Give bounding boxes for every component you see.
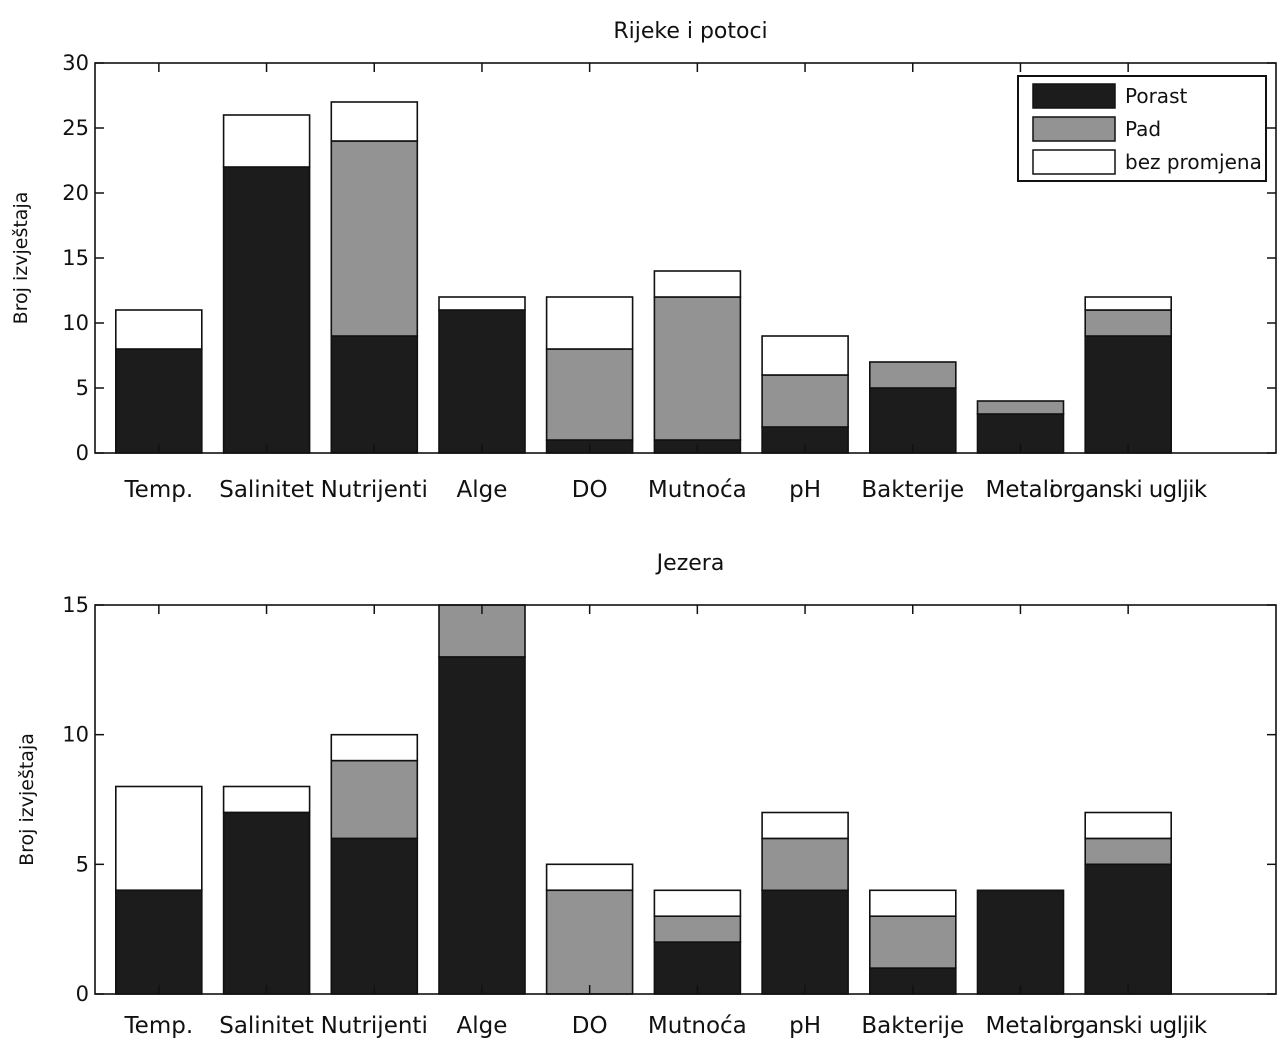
bar-2-2-bez-promjena <box>222 785 311 814</box>
y-tick-label: 0 <box>76 441 89 465</box>
x-tick-label: Metali <box>986 1013 1056 1039</box>
x-tick-label: Bakterije <box>861 477 964 503</box>
y-tick-label: 25 <box>62 116 89 140</box>
x-tick-label: pH <box>789 1013 821 1039</box>
x-tick-label: Temp. <box>124 1013 194 1039</box>
y-tick-label: 30 <box>62 51 89 75</box>
x-tick-label: Mutnoća <box>648 477 747 503</box>
x-tick-label: Salinitet <box>219 477 314 503</box>
x-tick-label: DO <box>572 1013 608 1039</box>
x-tick-label: Nutrijenti <box>321 477 428 503</box>
bar-1-9-pad <box>976 400 1065 415</box>
y-tick-label: 5 <box>76 852 89 876</box>
chart-panel-1: Rijeke i potoci Broj izvještaja 0 5 10 15 20 25… <box>10 19 1277 503</box>
bar-1-10-porast <box>1084 335 1172 454</box>
x-tick-label: Alge <box>457 1013 508 1039</box>
bar-2-6-bez-promjena <box>653 889 742 917</box>
legend-swatch-pad <box>1032 116 1116 142</box>
y-tick-label: 0 <box>76 982 89 1006</box>
chart-title: Jezera <box>655 551 725 576</box>
bar-1-10-pad <box>1084 309 1172 337</box>
x-tick-label: Temp. <box>124 477 194 503</box>
bar-1-6-pad <box>653 296 742 441</box>
bar-1-6-bez-promjena <box>653 270 742 298</box>
y-axis-label: Broj izvještaja <box>16 733 38 866</box>
x-tick-label: Nutrijenti <box>321 1013 428 1039</box>
bar-2-10-bez-promjena <box>1084 811 1172 840</box>
bar-2-10-pad <box>1084 837 1172 866</box>
x-tick-label: Bakterije <box>861 1013 964 1039</box>
bar-1-2-bez-promjena <box>222 114 311 168</box>
x-tick-label: DO <box>572 477 608 503</box>
bar-1-5-pad <box>545 348 634 441</box>
bar-2-4-porast <box>438 656 526 995</box>
y-tick-label: 5 <box>76 376 89 400</box>
x-tick-label: Metali <box>986 477 1056 503</box>
bar-2-2-porast <box>222 811 311 995</box>
bar-2-5-bez-promjena <box>545 863 634 891</box>
bar-2-8-pad <box>868 915 957 969</box>
chart-panel-2: Jezera Broj izvještaja 0 5 10 15 Temp. Salinite… <box>16 551 1277 1039</box>
legend-label: Porast <box>1125 84 1187 108</box>
bar-1-2-porast <box>222 166 311 454</box>
y-tick-label: 20 <box>62 181 89 205</box>
legend-swatch-bez-promjena <box>1032 149 1116 175</box>
bar-1-3-pad <box>330 140 419 337</box>
bar-2-9-porast <box>976 889 1065 995</box>
bar-1-5-bez-promjena <box>545 296 634 350</box>
bar-2-1-bez-promjena <box>115 785 203 891</box>
bar-1-8-pad <box>868 361 957 389</box>
bar-1-7-bez-promjena <box>761 335 849 376</box>
bar-2-3-bez-promjena <box>330 733 419 762</box>
x-tick-label: Salinitet <box>219 1013 314 1039</box>
x-tick-label: organski ugljik <box>1049 477 1208 503</box>
bar-2-7-pad <box>761 837 849 892</box>
bar-2-10-porast <box>1084 863 1172 995</box>
bar-2-1-porast <box>115 889 203 995</box>
bar-1-4-bez-promjena <box>438 296 526 311</box>
x-tick-label: pH <box>789 477 821 503</box>
legend-label: bez promjena <box>1125 150 1262 174</box>
bar-1-3-porast <box>330 335 419 454</box>
y-tick-label: 10 <box>62 311 89 335</box>
bar-1-4-porast <box>438 309 526 454</box>
bar-1-8-porast <box>868 387 957 454</box>
bar-2-6-pad <box>653 915 742 943</box>
bar-1-1-porast <box>115 348 203 454</box>
plot-frame <box>94 604 1277 995</box>
bar-2-8-bez-promjena <box>868 889 957 917</box>
y-tick-label: 15 <box>62 246 89 270</box>
bar-2-5-pad <box>545 889 634 995</box>
x-tick-label: organski ugljik <box>1049 1013 1208 1039</box>
legend: Porast Pad bez promjena <box>1017 75 1267 182</box>
bar-2-3-porast <box>330 837 419 995</box>
y-tick-label: 10 <box>62 723 89 747</box>
bar-1-1-bez-promjena <box>115 309 203 350</box>
y-axis-label: Broj izvještaja <box>10 192 32 325</box>
bar-1-3-bez-promjena <box>330 101 419 142</box>
legend-swatch-porast <box>1032 83 1116 109</box>
bar-2-3-pad <box>330 759 419 840</box>
bar-2-7-porast <box>761 889 849 995</box>
x-tick-label: Alge <box>457 477 508 503</box>
bar-1-7-pad <box>761 374 849 428</box>
bar-2-7-bez-promjena <box>761 811 849 840</box>
x-tick-label: Mutnoća <box>648 1013 747 1039</box>
y-tick-label: 15 <box>62 593 89 617</box>
bar-1-10-bez-promjena <box>1084 296 1172 311</box>
chart-title: Rijeke i potoci <box>613 19 767 44</box>
legend-label: Pad <box>1125 117 1161 141</box>
